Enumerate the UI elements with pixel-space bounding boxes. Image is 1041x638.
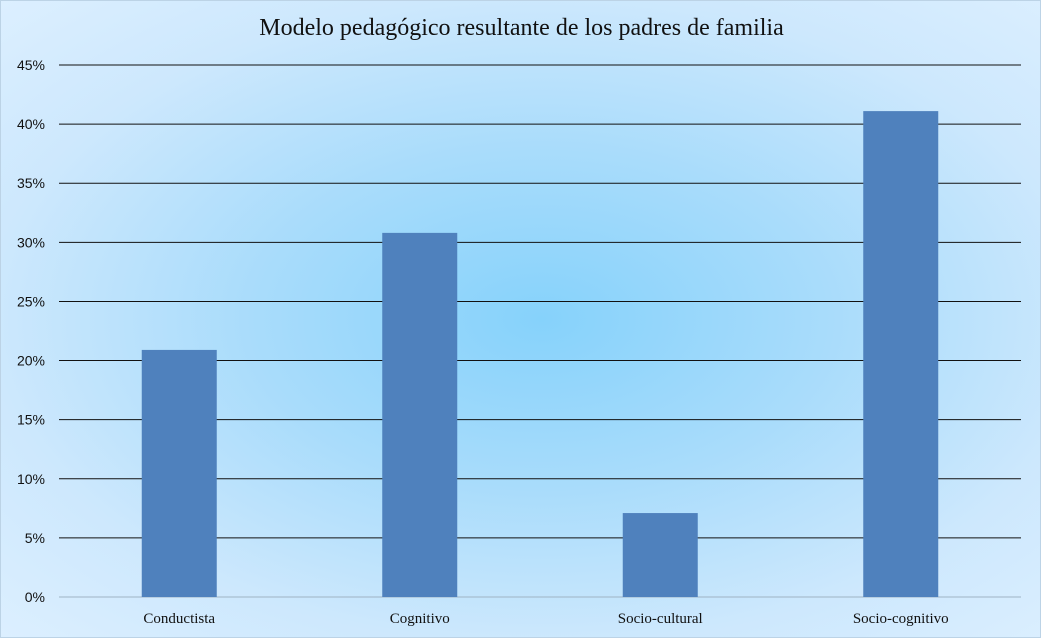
y-tick-label: 25% — [17, 293, 45, 309]
y-tick-label: 5% — [25, 530, 45, 546]
x-tick-label: Conductista — [143, 611, 215, 627]
y-tick-label: 30% — [17, 234, 45, 250]
bar-cognitivo — [382, 232, 458, 597]
y-tick-label: 40% — [17, 116, 45, 132]
y-tick-label: 20% — [17, 353, 45, 369]
x-tick-label: Socio-cultural — [618, 611, 703, 627]
x-tick-label: Cognitivo — [390, 611, 450, 627]
gridlines — [59, 64, 1021, 598]
x-axis-ticks: Conductista Cognitivo Socio-cultural Socio-… — [143, 611, 948, 627]
bar-conductista — [141, 349, 217, 597]
bar-socio-cultural — [622, 513, 698, 597]
chart-title: Modelo pedagógico resultante de los padr… — [259, 15, 784, 41]
y-tick-label: 35% — [17, 175, 45, 191]
y-tick-label: 15% — [17, 412, 45, 428]
bars — [141, 111, 939, 598]
bar-socio-cognitivo — [863, 111, 939, 598]
y-tick-label: 45% — [17, 57, 45, 73]
x-tick-label: Socio-cognitivo — [853, 611, 949, 627]
y-tick-label: 10% — [17, 471, 45, 487]
y-axis-ticks: 0% 5% 10% 15% 20% 25% 30% 35% 40% 45% — [17, 57, 45, 605]
y-tick-label: 0% — [25, 589, 45, 605]
